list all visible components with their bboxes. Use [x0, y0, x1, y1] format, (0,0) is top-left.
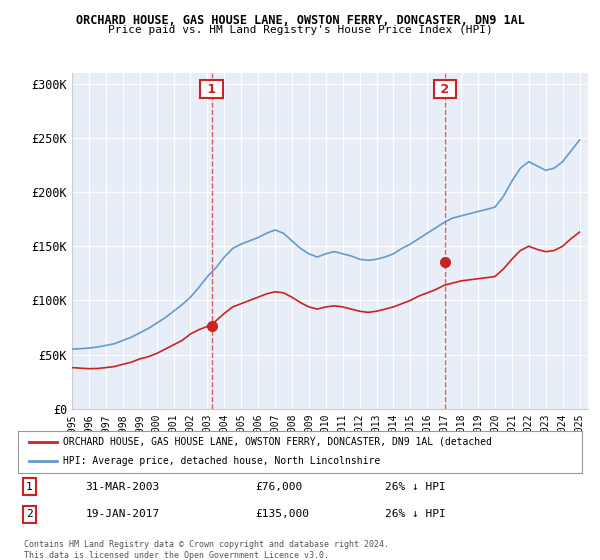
- Text: 19-JAN-2017: 19-JAN-2017: [86, 509, 160, 519]
- Text: 31-MAR-2003: 31-MAR-2003: [86, 482, 160, 492]
- Text: 1: 1: [203, 83, 220, 96]
- Text: Price paid vs. HM Land Registry's House Price Index (HPI): Price paid vs. HM Land Registry's House …: [107, 25, 493, 35]
- Text: 2: 2: [436, 83, 454, 96]
- Text: HPI: Average price, detached house, North Lincolnshire: HPI: Average price, detached house, Nort…: [63, 456, 380, 466]
- Text: Contains HM Land Registry data © Crown copyright and database right 2024.
This d: Contains HM Land Registry data © Crown c…: [24, 540, 389, 560]
- Text: 26% ↓ HPI: 26% ↓ HPI: [385, 482, 445, 492]
- Text: ORCHARD HOUSE, GAS HOUSE LANE, OWSTON FERRY, DONCASTER, DN9 1AL (detached: ORCHARD HOUSE, GAS HOUSE LANE, OWSTON FE…: [63, 437, 492, 447]
- Text: 26% ↓ HPI: 26% ↓ HPI: [385, 509, 445, 519]
- Text: 1: 1: [26, 482, 32, 492]
- Text: 2: 2: [26, 509, 32, 519]
- Text: £135,000: £135,000: [255, 509, 309, 519]
- Text: ORCHARD HOUSE, GAS HOUSE LANE, OWSTON FERRY, DONCASTER, DN9 1AL: ORCHARD HOUSE, GAS HOUSE LANE, OWSTON FE…: [76, 14, 524, 27]
- Text: £76,000: £76,000: [255, 482, 302, 492]
